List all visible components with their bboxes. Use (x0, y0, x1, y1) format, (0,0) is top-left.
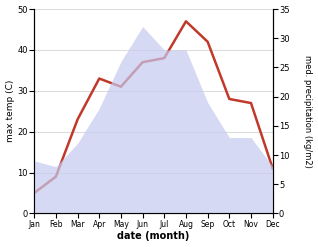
Y-axis label: med. precipitation (kg/m2): med. precipitation (kg/m2) (303, 55, 313, 168)
Y-axis label: max temp (C): max temp (C) (5, 80, 15, 143)
X-axis label: date (month): date (month) (117, 231, 190, 242)
